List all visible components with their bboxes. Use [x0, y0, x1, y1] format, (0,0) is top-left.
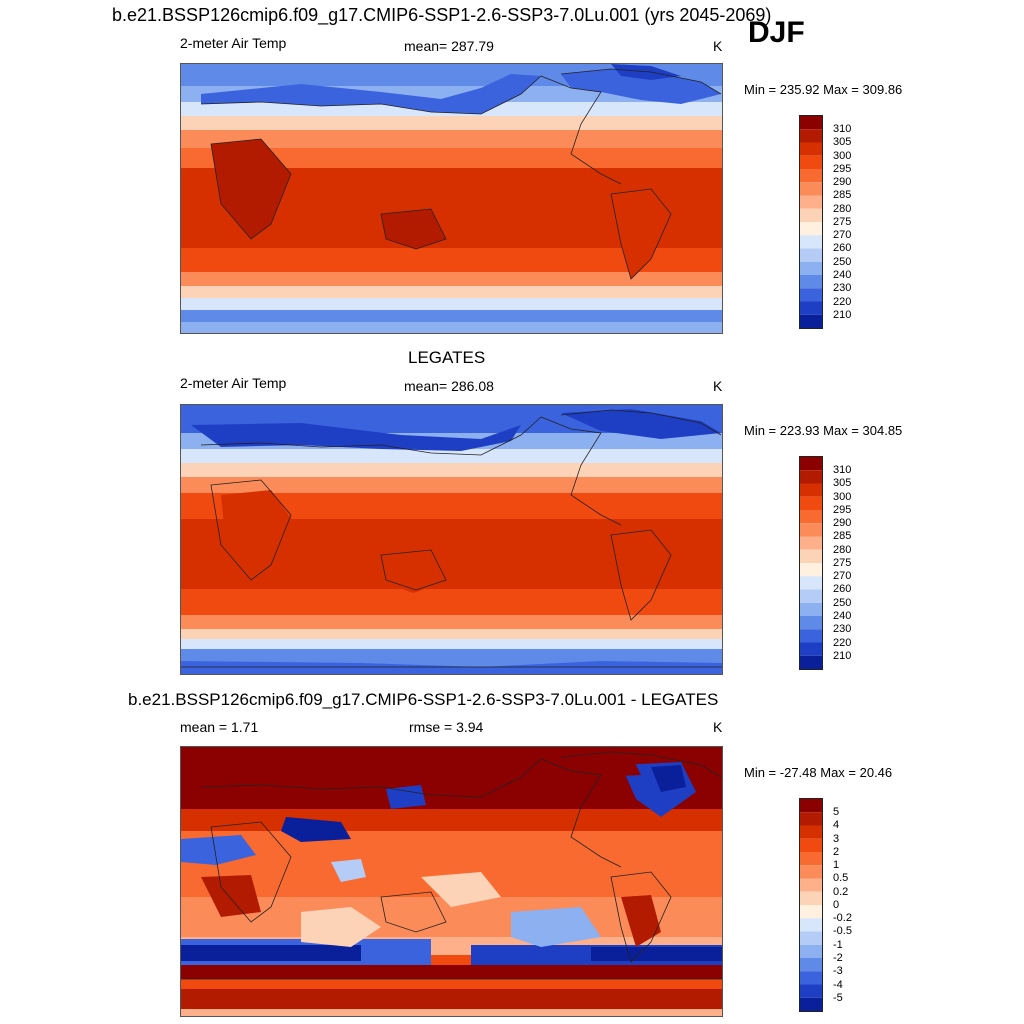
panel1-level-label: 240 — [833, 269, 852, 281]
panel2-map — [180, 404, 723, 675]
panel1-level-label: 250 — [833, 256, 852, 268]
panel1-level-label: 260 — [833, 242, 852, 254]
panel3-mean: mean = 1.71 — [180, 719, 259, 735]
panel2-level-label: 240 — [833, 610, 852, 622]
panel3-level-label: -1 — [833, 939, 843, 951]
panel1-map — [180, 63, 723, 334]
panel2-level-label: 305 — [833, 477, 852, 489]
panel3-rmse: rmse = 3.94 — [409, 719, 484, 735]
panel2-level-label: 270 — [833, 570, 852, 582]
panel2-variable: 2-meter Air Temp — [180, 375, 287, 391]
panel2-level-label: 280 — [833, 544, 852, 556]
panel1-level-label: 285 — [833, 189, 852, 201]
panel3-level-label: 5 — [833, 806, 840, 818]
panel2-level-label: 290 — [833, 517, 852, 529]
panel1-level-label: 290 — [833, 176, 852, 188]
panel2-level-label: 295 — [833, 504, 852, 516]
panel2-colorbar — [799, 456, 823, 670]
panel1-colorbar — [799, 115, 823, 329]
panel1-minmax: Min = 235.92 Max = 309.86 — [744, 82, 903, 97]
panel3-level-label: 1 — [833, 859, 840, 871]
panel3-level-label: -5 — [833, 992, 843, 1004]
panel2-level-label: 310 — [833, 464, 852, 476]
panel1-level-label: 300 — [833, 150, 852, 162]
panel1-level-label: 275 — [833, 216, 852, 228]
panel1-mean: mean= 287.79 — [404, 38, 494, 54]
panel1-level-label: 295 — [833, 163, 852, 175]
panel3-title: b.e21.BSSP126cmip6.f09_g17.CMIP6-SSP1-2.… — [128, 690, 719, 709]
panel3-level-label: 0 — [833, 899, 840, 911]
panel2-level-label: 250 — [833, 597, 852, 609]
panel3-map-field — [181, 747, 722, 1016]
panel1-level-label: 220 — [833, 296, 852, 308]
panel3-level-label: 3 — [833, 833, 840, 845]
panel2-title: LEGATES — [408, 348, 486, 367]
panel2-map-field — [181, 405, 722, 674]
panel3-colorbar — [799, 798, 823, 1012]
figure-title: b.e21.BSSP126cmip6.f09_g17.CMIP6-SSP1-2.… — [112, 5, 772, 25]
panel2-level-label: 230 — [833, 623, 852, 635]
panel2-level-label: 260 — [833, 583, 852, 595]
panel2-level-label: 285 — [833, 530, 852, 542]
panel1-level-label: 310 — [833, 123, 852, 135]
panel3-level-label: 0.5 — [833, 872, 849, 884]
panel3-level-label: -0.2 — [833, 912, 852, 924]
panel3-level-label: -0.5 — [833, 925, 852, 937]
panel2-units: K — [713, 378, 723, 394]
panel1-level-label: 305 — [833, 136, 852, 148]
panel3-minmax: Min = -27.48 Max = 20.46 — [744, 765, 893, 780]
panel2-mean: mean= 286.08 — [404, 378, 494, 394]
panel2-minmax: Min = 223.93 Max = 304.85 — [744, 423, 903, 438]
season-label: DJF — [748, 16, 805, 49]
panel2-level-label: 275 — [833, 557, 852, 569]
panel3-level-label: 2 — [833, 846, 840, 858]
panel1-units: K — [713, 38, 723, 54]
panel2-level-label: 220 — [833, 637, 852, 649]
panel3-level-label: -2 — [833, 952, 843, 964]
panel3-level-label: -3 — [833, 965, 843, 977]
panel2-level-label: 210 — [833, 650, 852, 662]
panel3-level-label: -4 — [833, 979, 843, 991]
panel2-level-label: 300 — [833, 491, 852, 503]
panel1-level-label: 280 — [833, 203, 852, 215]
panel1-level-label: 230 — [833, 282, 852, 294]
panel3-level-label: 0.2 — [833, 886, 849, 898]
panel3-map — [180, 746, 723, 1017]
panel1-map-field — [181, 64, 722, 333]
panel3-units: K — [713, 719, 723, 735]
panel3-level-label: 4 — [833, 819, 840, 831]
panel1-level-label: 210 — [833, 309, 852, 321]
panel1-level-label: 270 — [833, 229, 852, 241]
panel1-variable: 2-meter Air Temp — [180, 35, 287, 51]
